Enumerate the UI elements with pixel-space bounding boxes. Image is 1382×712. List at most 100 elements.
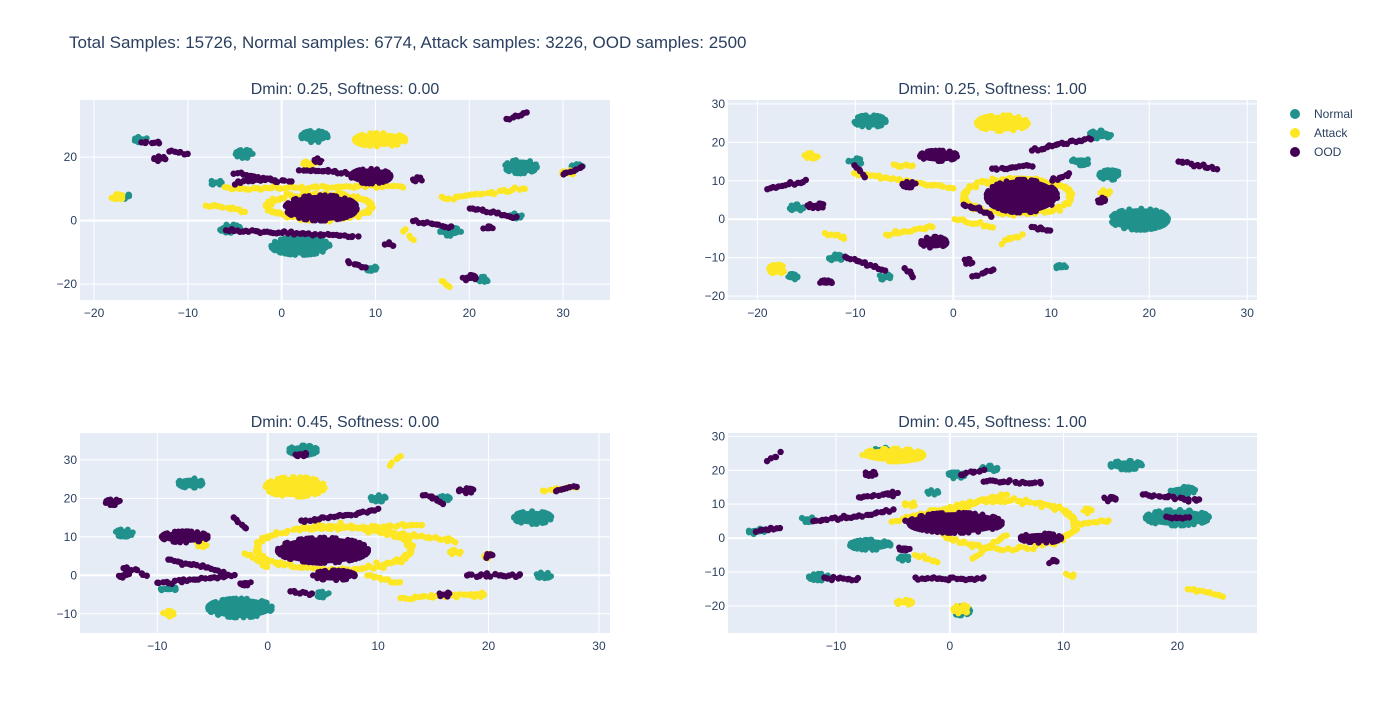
point-attack <box>380 130 387 137</box>
point-ood <box>155 579 162 587</box>
y-tick-label: −10 <box>705 565 726 579</box>
point-normal <box>1176 506 1183 513</box>
point-attack <box>479 190 486 197</box>
point-ood <box>330 192 337 199</box>
legend-item-normal[interactable]: Normal <box>1290 104 1353 123</box>
point-normal <box>1142 226 1149 233</box>
point-normal <box>532 520 539 527</box>
point-attack <box>1082 505 1089 512</box>
point-normal <box>230 595 237 602</box>
point-normal <box>205 603 212 610</box>
point-ood <box>142 138 150 146</box>
point-ood <box>1195 496 1203 503</box>
plot-area-3[interactable] <box>80 433 610 633</box>
point-ood <box>939 510 946 517</box>
point-ood <box>966 256 973 263</box>
point-normal <box>117 526 124 533</box>
point-attack <box>1100 186 1107 193</box>
point-ood <box>318 559 325 566</box>
point-normal <box>319 588 326 595</box>
point-attack <box>894 445 901 452</box>
x-tick-label: 10 <box>369 306 383 320</box>
point-ood <box>823 516 831 524</box>
point-normal <box>457 228 464 235</box>
point-attack <box>1015 113 1022 120</box>
point-attack <box>1006 112 1013 119</box>
point-ood <box>282 540 289 547</box>
point-normal <box>1134 226 1141 233</box>
point-ood <box>991 514 998 521</box>
point-normal <box>1109 213 1116 220</box>
point-ood <box>906 184 913 191</box>
point-attack <box>1003 491 1011 498</box>
point-normal <box>1100 175 1107 182</box>
point-normal <box>810 576 817 583</box>
point-normal <box>276 249 283 256</box>
point-attack <box>119 192 126 199</box>
point-normal <box>862 112 869 119</box>
point-ood <box>804 202 811 209</box>
subplot-4: −10 0 10 20 −20 −10 0 10 20 30 Dmin: 0.45, Softnes… <box>705 414 1257 653</box>
point-ood <box>890 506 897 513</box>
point-ood <box>923 527 930 534</box>
point-ood <box>317 192 324 199</box>
point-ood <box>353 205 360 212</box>
point-normal <box>325 590 332 597</box>
point-attack <box>268 478 275 485</box>
point-ood <box>447 223 455 230</box>
point-ood <box>777 448 784 456</box>
point-normal <box>1201 510 1208 517</box>
point-normal <box>1126 206 1133 213</box>
point-attack <box>491 190 498 198</box>
point-normal <box>791 276 798 283</box>
x-tick-label: 10 <box>1057 639 1071 653</box>
point-ood <box>339 567 346 574</box>
point-attack <box>320 487 327 494</box>
point-attack <box>399 184 407 191</box>
point-ood <box>816 200 823 207</box>
legend-item-ood[interactable]: OOD <box>1290 142 1353 161</box>
point-attack <box>203 542 210 549</box>
y-tick-label: −20 <box>57 277 78 291</box>
point-ood <box>971 468 978 476</box>
cluster-attack <box>265 476 326 498</box>
point-attack <box>297 474 304 481</box>
point-attack <box>160 610 167 617</box>
point-ood <box>884 490 891 497</box>
point-ood <box>1002 207 1009 214</box>
point-ood <box>830 573 837 581</box>
point-normal <box>308 451 315 458</box>
point-attack <box>170 609 177 616</box>
point-normal <box>874 112 881 119</box>
point-attack <box>279 492 286 499</box>
point-ood <box>983 191 990 198</box>
point-normal <box>437 229 444 236</box>
y-tick-label: −10 <box>57 607 78 621</box>
point-normal <box>1153 207 1160 214</box>
point-ood <box>354 167 361 174</box>
point-attack <box>864 448 871 455</box>
legend-item-attack[interactable]: Attack <box>1290 123 1353 142</box>
point-normal <box>529 508 536 515</box>
point-ood <box>981 466 988 474</box>
point-attack <box>929 223 936 231</box>
point-normal <box>905 553 912 560</box>
point-ood <box>382 168 389 175</box>
point-attack <box>373 559 380 566</box>
point-ood <box>204 532 211 539</box>
point-ood <box>158 533 165 540</box>
point-normal <box>118 533 125 540</box>
point-ood <box>854 574 862 582</box>
point-attack <box>950 606 957 613</box>
point-normal <box>535 574 542 581</box>
point-ood <box>870 491 878 499</box>
point-normal <box>285 251 292 258</box>
subplot-2: −20 −10 0 10 20 30 −20 −10 0 10 20 30 Dmin: 0.25, So… <box>705 81 1257 320</box>
point-ood <box>772 453 780 461</box>
point-ood <box>280 177 288 184</box>
point-ood <box>418 177 425 184</box>
point-ood <box>1037 480 1044 487</box>
series-ood <box>764 135 1221 287</box>
point-normal <box>873 546 880 553</box>
